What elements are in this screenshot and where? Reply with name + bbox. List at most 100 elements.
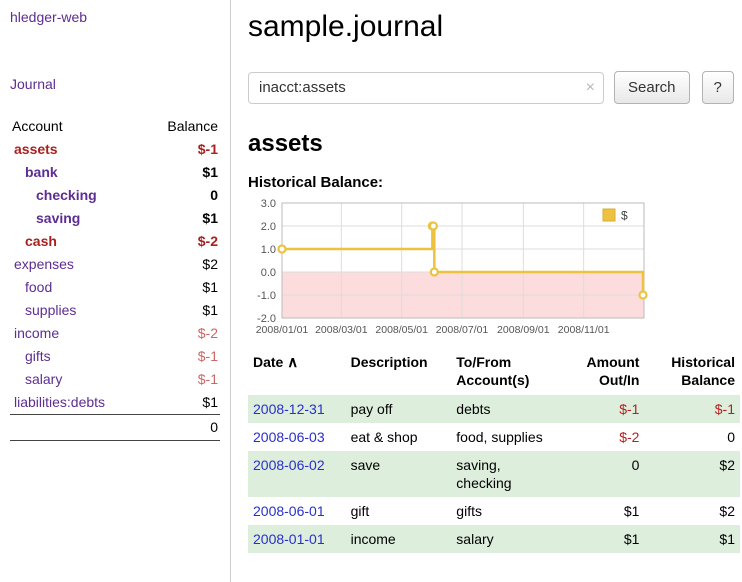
account-row: income $-2 <box>10 322 220 345</box>
account-link[interactable]: gifts <box>25 348 51 364</box>
transaction-accounts: food, supplies <box>456 429 543 445</box>
account-balance: 0 <box>210 187 218 203</box>
transaction-amount: $1 <box>554 525 645 553</box>
register-header-balance: Historical Balance <box>671 354 735 388</box>
data-point-marker <box>277 244 287 254</box>
register-row: 2008-01-01 income salary $1 $1 <box>248 525 740 553</box>
accounts-header-row: Account Balance <box>10 114 220 138</box>
sidebar: hledger-web Journal Account Balance asse… <box>0 0 231 582</box>
account-row: supplies $1 <box>10 299 220 322</box>
y-tick-label: 1.0 <box>261 244 276 256</box>
legend-label: $ <box>621 209 628 223</box>
transaction-balance: $-1 <box>644 395 740 423</box>
chart-container: 3.0 2.0 1.0 0.0 -1.0 -2.0 2008/01/01 2008/03/01… <box>248 197 650 339</box>
data-point-marker <box>638 290 648 300</box>
account-link[interactable]: supplies <box>25 302 77 318</box>
account-link[interactable]: saving <box>36 210 81 226</box>
x-tick-label: 2008/11/01 <box>558 324 610 336</box>
account-link[interactable]: liabilities:debts <box>14 394 106 410</box>
page-title: sample.journal <box>248 10 444 43</box>
y-tick-label: 2.0 <box>261 221 276 233</box>
account-row: salary $-1 <box>10 368 220 391</box>
account-row: expenses $2 <box>10 253 220 276</box>
y-tick-label: 3.0 <box>261 198 276 210</box>
account-row: food $1 <box>10 276 220 299</box>
main-content: sample.journal × Search ? assets Histori… <box>232 0 742 582</box>
account-balance: $1 <box>202 279 218 295</box>
x-tick-label: 2008/03/01 <box>315 324 368 336</box>
transaction-balance: $2 <box>644 451 740 497</box>
register-row: 2008-06-02 save saving, checking 0 $2 <box>248 451 740 497</box>
y-tick-label: -2.0 <box>257 313 276 325</box>
x-tick-label: 2008/05/01 <box>375 324 428 336</box>
transaction-accounts: gifts <box>456 503 482 519</box>
transaction-date-link[interactable]: 2008-06-03 <box>253 429 325 445</box>
search-button[interactable]: Search <box>614 71 690 104</box>
account-link[interactable]: bank <box>25 164 58 180</box>
account-row: checking 0 <box>10 184 220 207</box>
x-tick-label: 2008/09/01 <box>497 324 550 336</box>
transaction-date-cell: 2008-12-31 <box>248 395 346 423</box>
account-row: cash $-2 <box>10 230 220 253</box>
account-balance: $-1 <box>197 348 218 364</box>
chart-title: Historical Balance: <box>248 174 384 191</box>
account-heading: assets <box>248 130 323 157</box>
register-row: 2008-06-03 eat & shop food, supplies $-2 0 <box>248 423 740 451</box>
transaction-accounts: saving, checking <box>451 451 555 497</box>
legend-color-swatch <box>602 208 616 222</box>
register-header-row: Date ∧ Description To/From Account(s) Am… <box>248 351 740 395</box>
account-link[interactable]: income <box>14 325 60 341</box>
accounts-header-balance: Balance <box>167 118 218 134</box>
register-header-date[interactable]: Date ∧ <box>248 351 346 395</box>
transaction-date-link[interactable]: 2008-06-01 <box>253 503 325 519</box>
account-link[interactable]: expenses <box>14 256 74 272</box>
account-balance: $2 <box>202 256 218 272</box>
y-tick-label: 0.0 <box>261 267 276 279</box>
clear-search-icon[interactable]: × <box>585 78 595 96</box>
transaction-description: income <box>345 525 452 553</box>
date-header-label: Date <box>253 354 284 370</box>
account-link[interactable]: cash <box>25 233 57 249</box>
transaction-accounts: salary <box>451 525 555 553</box>
account-link[interactable]: salary <box>25 371 63 387</box>
account-row: liabilities:debts $1 <box>10 391 220 415</box>
transaction-date-link[interactable]: 2008-01-01 <box>253 531 325 547</box>
transaction-balance: $2 <box>719 503 735 519</box>
x-tick-label: 2008/01/01 <box>256 324 309 336</box>
journal-nav-link[interactable]: Journal <box>10 76 56 92</box>
help-button[interactable]: ? <box>701 71 734 104</box>
transaction-date-link[interactable]: 2008-12-31 <box>253 401 325 417</box>
transaction-balance: 0 <box>727 429 735 445</box>
search-input[interactable] <box>248 71 604 104</box>
transaction-description: pay off <box>345 395 452 423</box>
register-row: 2008-06-01 gift gifts $1 $2 <box>248 497 740 525</box>
register-header-description: Description <box>350 354 428 370</box>
app-title-link[interactable]: hledger-web <box>10 9 88 25</box>
transaction-description: gift <box>350 503 370 519</box>
account-link[interactable]: checking <box>36 187 97 203</box>
y-tick-label: -1.0 <box>257 290 276 302</box>
transaction-amount: $-2 <box>619 429 640 445</box>
accounts-table: Account Balance assets $-1 bank $1 checking 0… <box>10 114 220 441</box>
transaction-date-link[interactable]: 2008-06-02 <box>253 457 325 473</box>
accounts-total-value: 0 <box>10 414 220 441</box>
sort-asc-icon[interactable]: ∧ <box>287 354 299 371</box>
register-header-amount: Amount Out/In <box>586 354 640 388</box>
account-balance: $-1 <box>197 141 218 157</box>
transaction-description: save <box>345 451 452 497</box>
transaction-balance: $1 <box>644 525 740 553</box>
account-row: gifts $-1 <box>10 345 220 368</box>
register-body: 2008-12-31 pay off debts $-1 $-1 2008-06-03 ea… <box>248 395 740 553</box>
account-balance: $1 <box>202 164 218 180</box>
register-table: Date ∧ Description To/From Account(s) Am… <box>248 351 740 553</box>
account-balance: $1 <box>202 302 218 318</box>
account-link[interactable]: assets <box>14 141 58 157</box>
accounts-total-row: 0 <box>10 414 220 441</box>
transaction-amount: $-1 <box>554 395 645 423</box>
account-link[interactable]: food <box>25 279 53 295</box>
plot-border <box>281 202 645 319</box>
account-balance: $1 <box>202 210 218 226</box>
transaction-accounts: debts <box>451 395 555 423</box>
account-balance: $-1 <box>197 371 218 387</box>
